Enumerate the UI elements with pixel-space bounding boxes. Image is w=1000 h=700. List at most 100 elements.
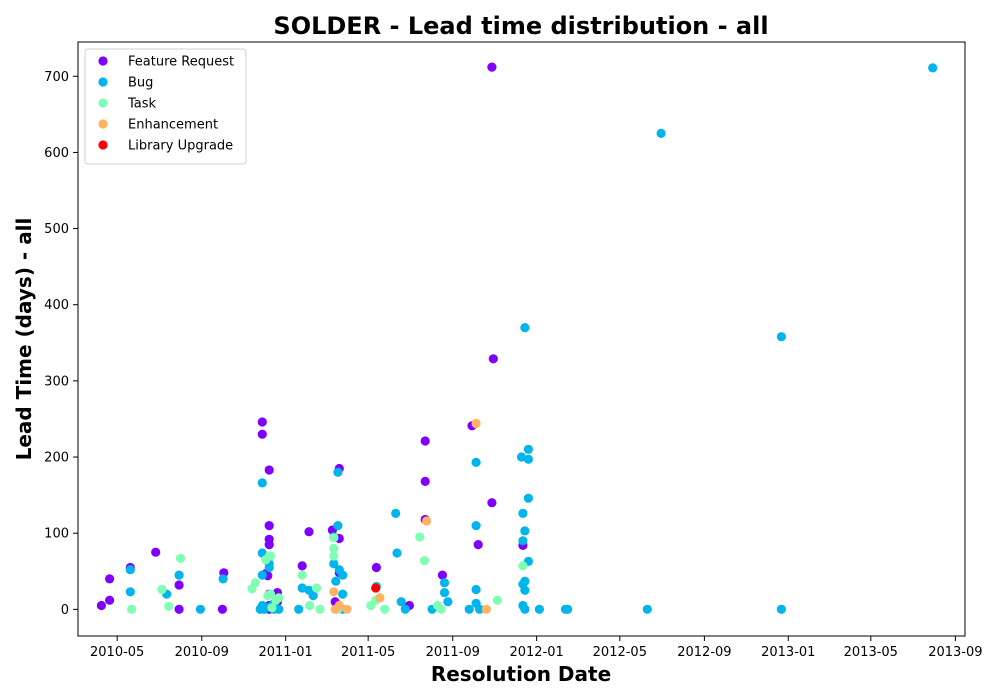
x-tick-label: 2013-09 [928,645,982,660]
point-bug [333,521,343,531]
point-bug [439,588,450,598]
point-bug [563,604,573,614]
point-feature-request [174,580,184,590]
point-bug [523,493,534,503]
x-tick-label: 2010-05 [90,645,144,660]
point-task [265,589,276,599]
y-tick-label: 600 [44,146,69,161]
plot-frame [77,41,966,637]
point-task [329,551,339,561]
point-feature-request [174,604,184,614]
legend-box [84,48,247,165]
y-tick-label: 100 [44,527,69,542]
x-tick-label: 2012-09 [677,645,731,660]
point-enhancement [375,593,385,603]
point-feature-request [304,527,314,537]
x-tick-label: 2012-05 [593,645,647,660]
point-feature-request [488,354,498,364]
point-bug [257,548,267,558]
point-bug [125,565,135,575]
point-bug [928,63,938,73]
point-bug [338,589,348,599]
point-task [329,543,339,554]
point-library-upgrade [371,583,381,593]
y-tick-label: 400 [44,298,69,313]
point-feature-request [105,574,115,584]
legend-marker-bug [98,77,108,87]
point-feature-request [420,476,430,486]
point-feature-request [217,604,227,614]
point-bug [294,604,304,614]
point-bug [331,576,341,586]
point-feature-request [264,540,274,550]
x-tick-label: 2012-01 [509,645,563,660]
x-tick-label: 2010-09 [175,645,229,660]
scatter-points [96,62,938,614]
point-feature-request [371,562,381,573]
chart-title: SOLDER - Lead time distribution - all [273,12,768,40]
point-task [492,595,502,605]
point-bug [518,508,528,518]
legend-marker-enhancement [98,119,108,129]
point-bug [338,570,348,580]
point-feature-request [257,417,267,427]
point-bug [443,597,453,607]
x-tick-label: 2011-09 [426,645,480,660]
point-bug [392,548,402,558]
x-tick-label: 2013-01 [761,645,815,660]
point-bug [471,584,481,595]
point-task [419,556,430,566]
point-bug [264,562,274,573]
point-bug [257,570,267,580]
point-bug [656,128,666,138]
legend-label-task: Task [127,97,157,112]
point-task [274,593,284,603]
point-enhancement [342,604,352,614]
point-bug [333,467,343,477]
point-task [329,533,339,543]
point-task [250,578,260,588]
point-task [157,584,167,595]
legend-marker-feature-request [98,56,108,66]
point-enhancement [329,587,339,597]
legend: Feature Request Bug Task Enhancement Library… [84,48,247,165]
point-bug [471,457,481,467]
point-feature-request [151,547,161,557]
point-feature-request [96,600,106,611]
point-task [297,570,307,580]
point-bug [174,570,184,580]
point-task [261,555,271,565]
x-tick-label: 2011-05 [341,645,395,660]
point-bug [776,332,787,342]
point-bug [396,597,406,607]
point-task [380,604,390,614]
point-bug [471,521,481,531]
y-tick-label: 300 [44,374,69,389]
point-enhancement [481,604,491,614]
point-bug [195,604,205,614]
point-bug [534,604,545,614]
y-tick-label: 700 [44,70,69,85]
point-bug [776,604,787,614]
point-task [175,553,186,563]
point-task [436,604,446,614]
point-bug [520,585,530,595]
point-feature-request [257,429,267,439]
point-feature-request [105,595,115,605]
x-axis-title: Resolution Date [431,662,611,686]
point-bug [308,591,318,601]
point-feature-request [297,561,307,571]
point-bug [125,587,135,597]
point-bug [274,604,284,614]
point-task [315,604,325,614]
point-task [127,604,137,614]
y-tick-label: 0 [61,603,69,618]
point-enhancement [422,516,432,526]
point-bug [329,559,339,569]
point-bug [257,478,267,488]
point-feature-request [264,465,274,475]
point-enhancement [471,418,481,429]
point-task [164,601,174,611]
